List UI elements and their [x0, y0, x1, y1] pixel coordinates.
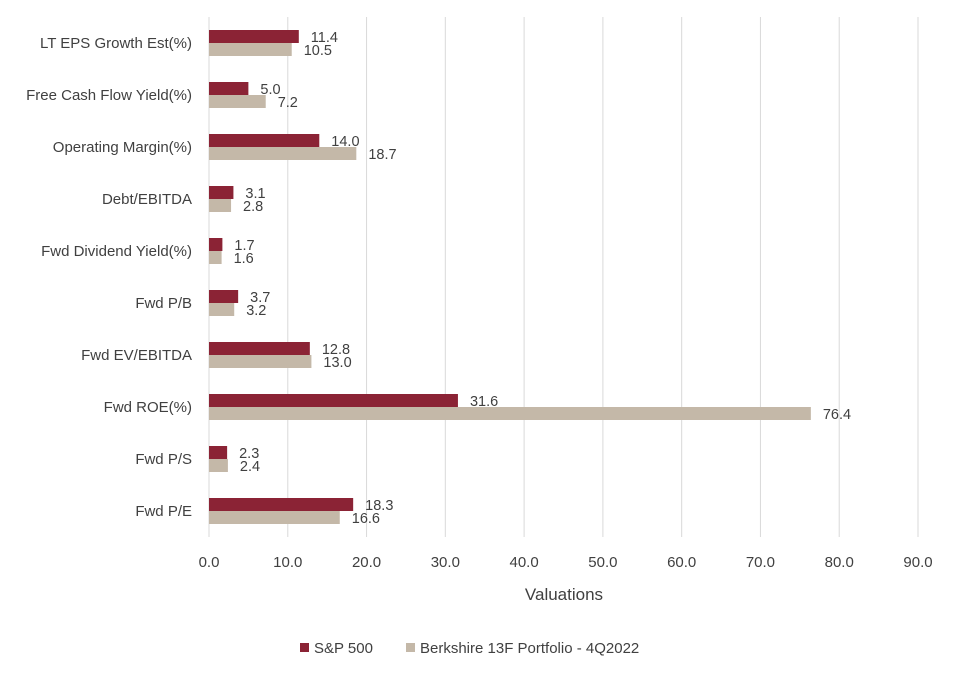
- data-label: 3.2: [246, 303, 266, 319]
- data-label: 2.4: [240, 459, 260, 475]
- bars: [209, 30, 811, 524]
- x-tick-label: 90.0: [903, 554, 932, 571]
- category-label: Fwd Dividend Yield(%): [41, 243, 192, 260]
- x-axis-title: Valuations: [525, 585, 603, 604]
- x-tick-label: 20.0: [352, 554, 381, 571]
- bar-berkshire: [209, 511, 340, 524]
- bar-berkshire: [209, 303, 235, 316]
- x-tick-label: 0.0: [199, 554, 220, 571]
- category-labels: LT EPS Growth Est(%) Free Cash Flow Yield…: [26, 35, 192, 520]
- legend-label: Berkshire 13F Portfolio - 4Q2022: [420, 640, 639, 657]
- bar-sp500: [209, 238, 223, 251]
- gridlines: [208, 17, 919, 537]
- bar-sp500: [209, 498, 354, 511]
- category-label: Operating Margin(%): [53, 139, 192, 156]
- bar-berkshire: [209, 251, 222, 264]
- bar-berkshire: [209, 355, 312, 368]
- data-label: 16.6: [352, 511, 380, 527]
- legend: S&P 500 Berkshire 13F Portfolio - 4Q2022: [300, 640, 639, 657]
- category-label: LT EPS Growth Est(%): [40, 35, 192, 52]
- data-label: 3.1: [245, 186, 265, 202]
- category-label: Fwd P/S: [135, 451, 192, 468]
- category-label: Fwd P/E: [135, 503, 192, 520]
- bar-sp500: [209, 394, 458, 407]
- x-tick-label: 40.0: [510, 554, 539, 571]
- bar-berkshire: [209, 199, 232, 212]
- category-label: Debt/EBITDA: [102, 191, 192, 208]
- legend-swatch: [300, 643, 309, 652]
- category-label: Fwd EV/EBITDA: [81, 347, 192, 364]
- data-label: 18.3: [365, 498, 393, 514]
- legend-swatch: [406, 643, 415, 652]
- x-tick-label: 30.0: [431, 554, 460, 571]
- x-tick-label: 80.0: [825, 554, 854, 571]
- category-label: Fwd ROE(%): [104, 399, 192, 416]
- data-label: 11.4: [311, 30, 338, 46]
- bar-sp500: [209, 342, 310, 355]
- data-label: 3.7: [250, 290, 270, 306]
- legend-label: S&P 500: [314, 640, 373, 657]
- x-tick-label: 10.0: [273, 554, 302, 571]
- bar-berkshire: [209, 459, 228, 472]
- bar-berkshire: [209, 147, 357, 160]
- x-tick-labels: 0.0 10.0 20.0 30.0 40.0 50.0 60.0 70.0 80.0 90.0: [199, 554, 933, 571]
- bar-sp500: [209, 186, 234, 199]
- data-labels: 11.410.5 5.07.2 14.0 18.7 3.12.8 1.71.6 3.73.2…: [234, 30, 851, 527]
- bar-sp500: [209, 134, 320, 147]
- x-tick-label: 50.0: [588, 554, 617, 571]
- bar-sp500: [209, 82, 249, 95]
- bar-sp500: [209, 30, 299, 43]
- data-label: 1.7: [234, 238, 254, 254]
- data-label: 31.6: [470, 394, 498, 410]
- category-label: Fwd P/B: [135, 295, 192, 312]
- data-label: 1.6: [234, 251, 254, 267]
- bar-berkshire: [209, 407, 811, 420]
- data-label: 14.0: [331, 134, 359, 150]
- data-label: 12.8: [322, 342, 350, 358]
- bar-berkshire: [209, 95, 266, 108]
- category-label: Free Cash Flow Yield(%): [26, 87, 192, 104]
- bar-berkshire: [209, 43, 292, 56]
- x-tick-label: 60.0: [667, 554, 696, 571]
- data-label: 13.0: [323, 355, 351, 371]
- data-label: 10.5: [304, 43, 332, 59]
- data-label: 5.0: [260, 82, 280, 98]
- data-label: 2.3: [239, 446, 259, 462]
- data-label: 7.2: [278, 95, 298, 111]
- data-label: 76.4: [823, 407, 851, 423]
- bar-sp500: [209, 446, 228, 459]
- bar-sp500: [209, 290, 239, 303]
- x-tick-label: 70.0: [746, 554, 775, 571]
- data-label: 2.8: [243, 199, 263, 215]
- data-label: 18.7: [368, 147, 396, 163]
